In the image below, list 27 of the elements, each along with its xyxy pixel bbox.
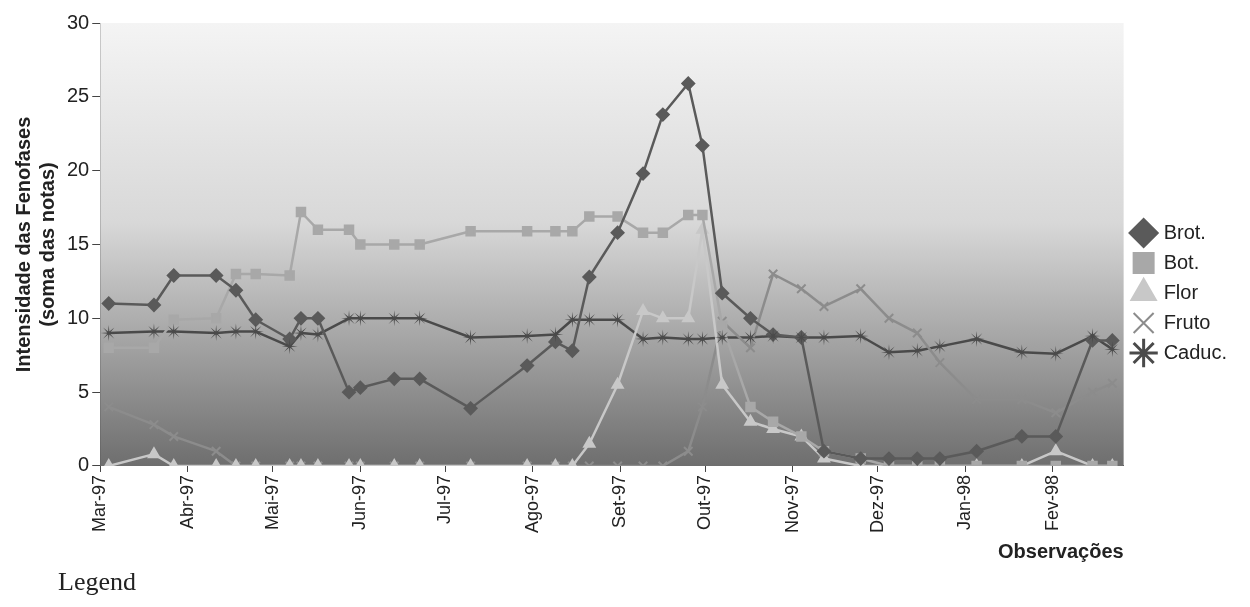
x-tick-label: Nov-97	[781, 474, 802, 533]
x-tick-label: Jun-97	[349, 474, 370, 530]
text: Legend	[58, 566, 136, 596]
x-axis-title: Observações	[997, 539, 1124, 562]
x-tick-label: Fev-98	[1041, 474, 1062, 531]
legend-label: Caduc.	[1163, 340, 1228, 363]
y-tick-label: 5	[78, 379, 90, 402]
x-tick-label: Dez-97	[866, 474, 887, 533]
y-tick-label: 15	[67, 231, 90, 254]
x-tick-label: Mai-97	[261, 474, 282, 530]
y-tick-label: 30	[67, 10, 90, 33]
legend-label: Flor	[1163, 280, 1199, 303]
y-axis-title: Intensidade das Fenofases (soma das notas)	[11, 116, 58, 373]
x-tick-label: Set-97	[609, 474, 630, 528]
x-tick-label: Out-97	[694, 474, 715, 530]
legend-label: Fruto	[1163, 310, 1211, 333]
x-tick-label: Jan-98	[954, 474, 975, 530]
y-tick-label: 20	[67, 158, 90, 181]
legend-label: Bot.	[1163, 250, 1200, 273]
y-tick-label: 10	[67, 305, 90, 328]
legend-label: Brot.	[1163, 220, 1206, 243]
x-tick-label: Abr-97	[176, 474, 197, 529]
x-tick-label: Ago-97	[521, 474, 542, 533]
y-tick-label: 25	[67, 84, 90, 107]
y-tick-label: 0	[78, 453, 90, 476]
x-tick-label: Jul-97	[434, 474, 455, 524]
x-tick-label: Mar-97	[89, 474, 110, 532]
